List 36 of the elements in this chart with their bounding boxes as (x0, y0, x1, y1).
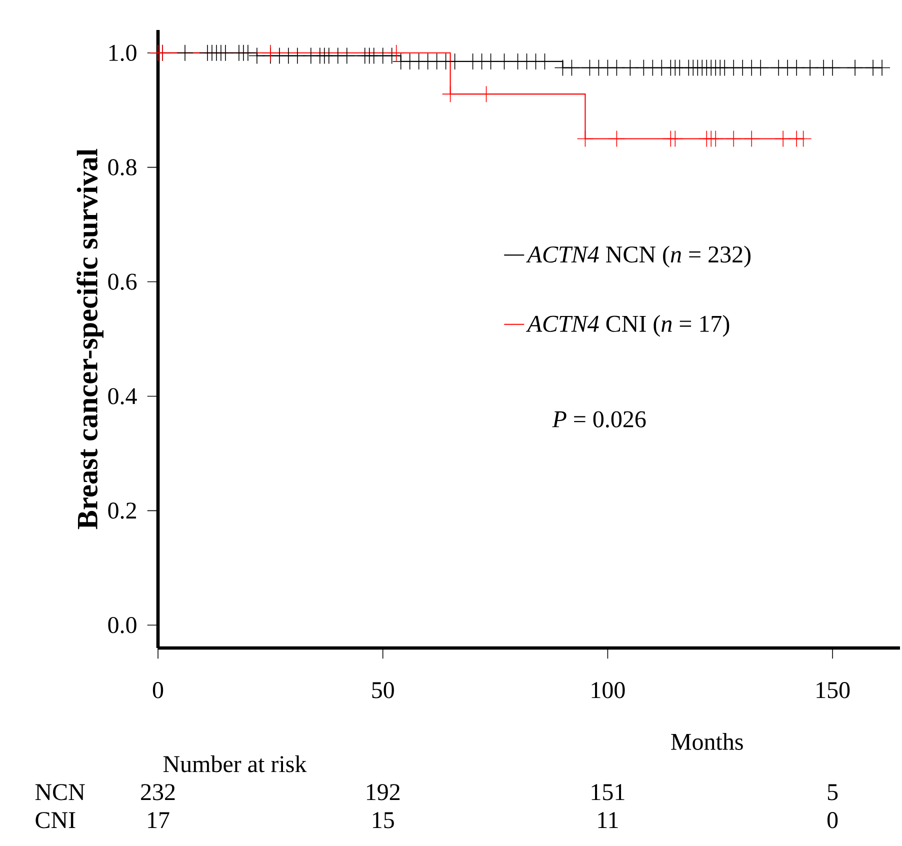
text: CNI (36, 812, 76, 828)
x-tick-label: 100 (592, 682, 625, 698)
y-tick-label: 0.2 (108, 502, 136, 519)
text: 17 (148, 812, 170, 828)
x-tick-label: 150 (816, 682, 850, 698)
text: 192 (366, 784, 400, 800)
y-tick-label: 0.4 (108, 388, 137, 404)
point (262, 44, 279, 62)
point (576, 130, 594, 148)
text: 5 (828, 784, 838, 800)
text: 11 (598, 812, 618, 828)
point (774, 130, 792, 148)
point (725, 130, 742, 148)
text: NCN (35, 784, 85, 800)
text: 0 (827, 812, 838, 828)
text: 151 (592, 784, 624, 800)
point (388, 44, 405, 62)
x-tick-label: 50 (372, 682, 394, 698)
y-tick-label: 0.8 (108, 159, 136, 176)
x-axis-title: Months (671, 733, 743, 750)
y-axis-title: Breast cancer-specific survival (76, 148, 104, 530)
point (707, 130, 724, 148)
y-tick-label: 0.6 (108, 274, 137, 290)
point (666, 130, 684, 148)
point (608, 130, 626, 148)
text: 232 (141, 784, 175, 800)
point (743, 130, 760, 148)
legend-label: ACTN4 NCN (n = 232) (526, 246, 750, 268)
y-tick-label: 0.0 (108, 616, 136, 634)
legend-label: ACTN4 CNI (n = 17) (526, 315, 730, 337)
text: Number at risk (163, 755, 307, 772)
point (794, 130, 812, 148)
text: 15 (372, 812, 394, 828)
y-tick-label: 1.0 (109, 44, 136, 62)
annotation: P = 0.026 (552, 411, 646, 428)
x-tick-label: 0 (152, 682, 164, 698)
